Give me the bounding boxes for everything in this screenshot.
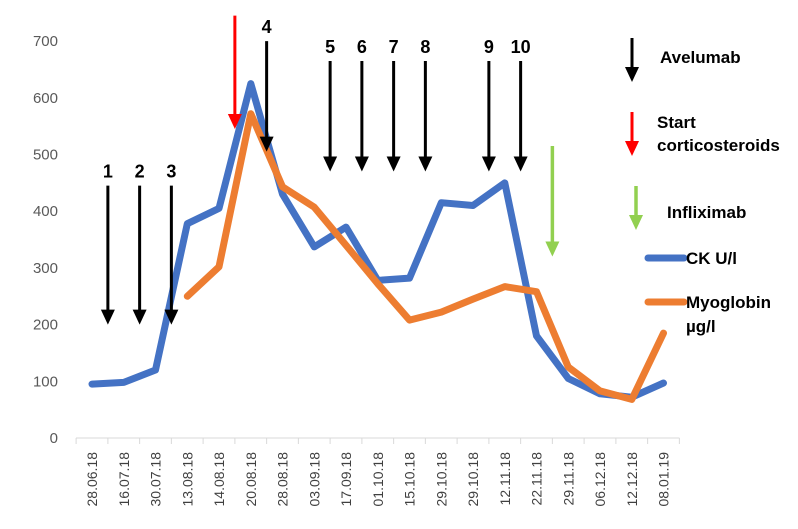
- key-infliximab-label: Infliximab: [667, 203, 746, 222]
- key-infliximab-arrow-head: [629, 215, 643, 230]
- dose-arrow-2: [132, 185, 147, 325]
- corticosteroid-arrow-head: [227, 113, 242, 129]
- y-axis: 0 100 200 300 400 500 600 700: [33, 33, 58, 447]
- x-tick-label: 22.11.18: [529, 452, 545, 506]
- y-tick-label: 400: [33, 203, 58, 220]
- dose-label-5: 5: [325, 37, 335, 57]
- dose-arrow-10-head: [513, 156, 528, 172]
- x-tick-label: 12.12.18: [624, 452, 640, 507]
- dose-arrow-4-head: [259, 136, 274, 152]
- x-tick-label: 29.10.18: [433, 452, 449, 507]
- infliximab-arrow: [545, 145, 560, 257]
- legend-ck-label: CK U/l: [686, 249, 737, 268]
- y-tick-label: 600: [33, 90, 58, 107]
- dose-label-3: 3: [166, 162, 176, 182]
- key-corticosteroids-label-line: Start: [657, 113, 696, 132]
- key-corticosteroids-arrow: [625, 112, 639, 156]
- dose-label-7: 7: [389, 37, 399, 57]
- key-corticosteroids-label-line: corticosteroids: [657, 136, 780, 155]
- dose-arrow-5-head: [323, 156, 338, 172]
- key-infliximab-label-line: Infliximab: [667, 203, 746, 222]
- dose-arrow-6-head: [354, 156, 369, 172]
- dose-arrow-7-head: [386, 156, 401, 172]
- x-tick-label: 12.11.18: [497, 452, 513, 506]
- key-corticosteroids-label: Start corticosteroids: [657, 113, 780, 155]
- dose-arrow-4: [259, 41, 274, 152]
- dose-arrow-8-head: [418, 156, 433, 172]
- dose-label-8: 8: [420, 37, 430, 57]
- dose-arrow-3-head: [164, 309, 179, 325]
- x-tick-label: 17.09.18: [338, 452, 354, 507]
- x-tick-label: 20.08.18: [243, 452, 259, 507]
- series-layer: [88, 80, 667, 403]
- x-tick-label: 06.12.18: [592, 452, 608, 507]
- legend: CK U/l Myoglobin µg/l: [644, 249, 771, 336]
- infliximab-arrow-head: [545, 241, 560, 257]
- y-tick-label: 700: [33, 33, 58, 50]
- y-tick-label: 200: [33, 317, 58, 334]
- corticosteroid-arrow: [227, 15, 242, 129]
- key-avelumab-label: Avelumab: [660, 48, 741, 67]
- key-avelumab-arrow: [625, 38, 639, 82]
- x-tick-label: 29.11.18: [560, 452, 576, 506]
- key-infliximab-arrow: [629, 186, 643, 230]
- x-tick-label: 03.09.18: [306, 452, 322, 507]
- dose-arrow-9-head: [481, 156, 496, 172]
- x-tick-label: 01.10.18: [370, 452, 386, 507]
- dose-label-10: 10: [511, 37, 531, 57]
- legend-myoglobin-label-line: µg/l: [686, 317, 716, 336]
- key-avelumab-arrow-head: [625, 67, 639, 82]
- dose-arrow-1-head: [100, 309, 115, 325]
- dose-arrow-9: [481, 60, 496, 172]
- dose-arrow-7: [386, 60, 401, 172]
- legend-myoglobin-label: Myoglobin µg/l: [686, 293, 771, 336]
- dose-label-4: 4: [262, 17, 272, 37]
- x-tick-label: 16.07.18: [116, 452, 132, 507]
- y-tick-label: 500: [33, 147, 58, 164]
- dose-label-6: 6: [357, 37, 367, 57]
- dose-arrow-3: [164, 185, 179, 325]
- dose-arrow-8: [418, 60, 433, 172]
- x-tick-label: 14.08.18: [211, 452, 227, 507]
- x-tick-label: 13.08.18: [179, 452, 195, 507]
- y-tick-label: 100: [33, 373, 58, 390]
- key-avelumab-label-line: Avelumab: [660, 48, 741, 67]
- x-tick-label: 28.08.18: [275, 452, 291, 507]
- x-tick-label: 29.10.18: [465, 452, 481, 507]
- x-tick-label: 28.06.18: [84, 452, 100, 507]
- dose-label-9: 9: [484, 37, 494, 57]
- dose-label-1: 1: [103, 162, 113, 182]
- dose-arrow-1: [100, 185, 115, 325]
- legend-myoglobin-label-line: Myoglobin: [686, 293, 771, 312]
- dose-label-2: 2: [135, 162, 145, 182]
- y-tick-label: 0: [50, 430, 58, 447]
- dose-arrow-2-head: [132, 309, 147, 325]
- annotation-layer: 1 2 3 4 5 6 7 8 9 10: [100, 15, 560, 325]
- x-tick-label: 08.01.19: [656, 452, 672, 507]
- x-axis: 28.06.18 16.07.18 30.07.18 13.08.18 14.08.18…: [75, 437, 680, 507]
- x-tick-label: 30.07.18: [148, 452, 164, 507]
- series-line-ck: [88, 80, 667, 401]
- event-key: Avelumab Start corticosteroids Infliximab: [625, 38, 780, 230]
- key-corticosteroids-arrow-head: [625, 141, 639, 156]
- dose-arrow-5: [323, 60, 338, 172]
- y-tick-label: 300: [33, 260, 58, 277]
- dose-arrow-6: [354, 60, 369, 172]
- x-tick-label: 15.10.18: [402, 452, 418, 507]
- dose-arrow-10: [513, 60, 528, 172]
